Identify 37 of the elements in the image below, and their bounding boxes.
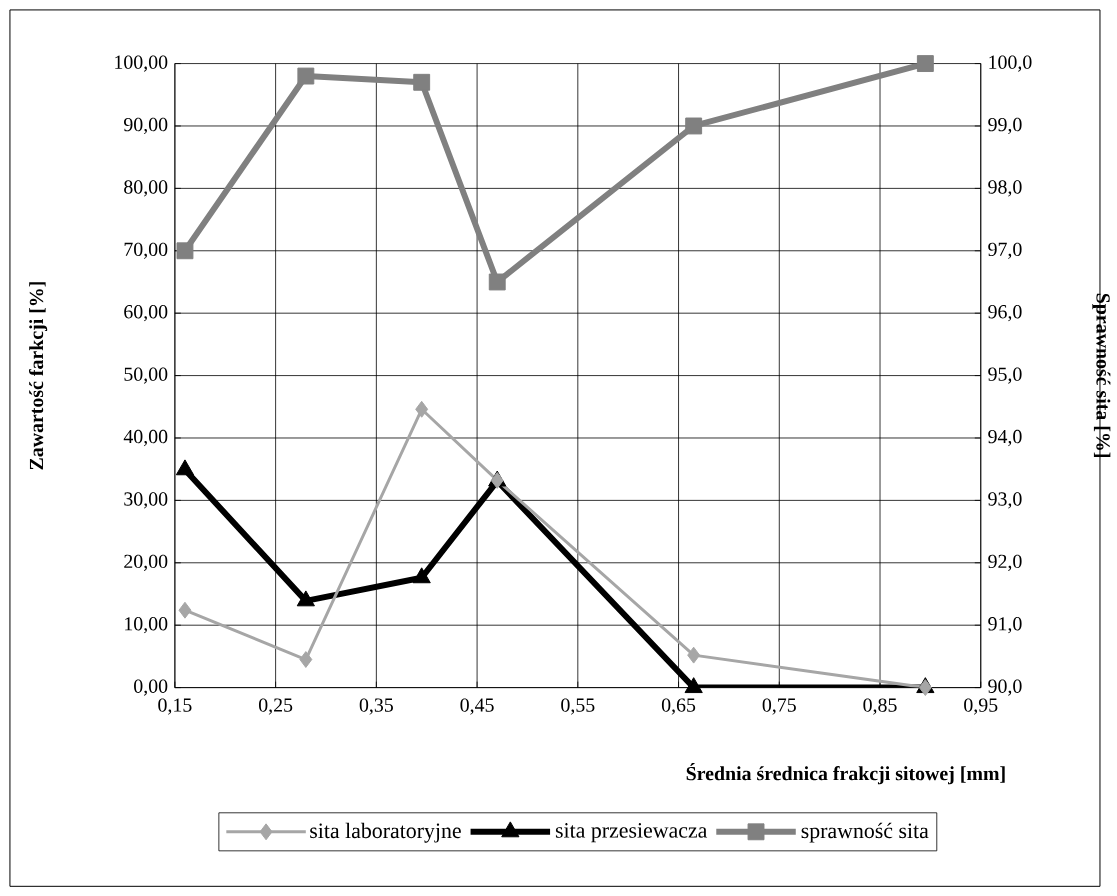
x-tick-label: 0,75 (762, 698, 796, 715)
y2-tick-label: 100,0 (989, 55, 1032, 72)
x-tick-label: 0,25 (259, 698, 293, 715)
x-tick-label: 0,65 (661, 698, 696, 715)
y-tick-label: 30,00 (124, 492, 168, 509)
y-tick-label: 70,00 (124, 242, 168, 259)
y2-tick-label: 95,0 (988, 367, 1022, 384)
y-tick-label: 100,00 (115, 55, 168, 72)
legend-label: sita przesiewacza (555, 822, 708, 843)
x-tick-label: 0,15 (158, 698, 192, 715)
x-tick-label: 0,95 (964, 698, 998, 715)
y2-tick-label: 94,0 (988, 429, 1022, 446)
legend-label: sprawność sita (801, 822, 929, 843)
y2-tick-label: 97,0 (988, 242, 1022, 259)
y-tick-label: 20,00 (124, 554, 168, 571)
y2-tick-label: 99,0 (988, 117, 1022, 134)
y-tick-label: 40,00 (123, 429, 168, 446)
y2-tick-label: 90,0 (988, 679, 1022, 696)
y-tick-label: 0,00 (134, 679, 168, 696)
y2-tick-label: 96,0 (988, 304, 1022, 322)
x-tick-label: 0,35 (359, 698, 393, 715)
y-tick-label: 60,00 (124, 304, 168, 322)
y2-tick-label: 98,0 (988, 180, 1022, 197)
x-tick-label: 0,55 (561, 698, 595, 715)
y-tick-label: 10,00 (125, 616, 168, 634)
x-tick-label: 0,45 (460, 698, 494, 715)
y-axis-title: Zawartość farkcji [%] (28, 282, 48, 470)
y2-tick-label: 93,0 (988, 492, 1022, 509)
x-axis-title: Średnia średnica frakcji sitowej [mm] (686, 762, 1005, 785)
y2-axis-title: Sprawność sita [%] (1092, 293, 1111, 457)
y-tick-label: 80,00 (124, 180, 168, 197)
y2-tick-label: 92,0 (988, 554, 1022, 571)
x-tick-label: 0,85 (863, 698, 897, 715)
y-tick-label: 50,00 (124, 367, 168, 384)
y-tick-label: 90,00 (123, 117, 168, 134)
legend-label: sita laboratoryjne (310, 822, 461, 843)
y2-tick-label: 91,0 (988, 616, 1022, 634)
